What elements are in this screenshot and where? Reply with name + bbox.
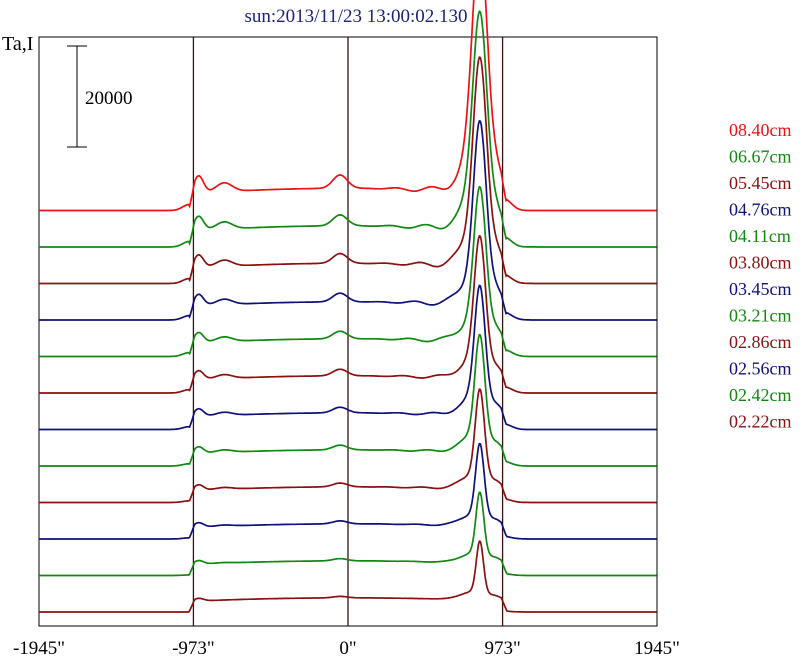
x-tick-label-4: 1945" xyxy=(634,638,680,659)
series-line-05.45cm xyxy=(39,56,657,285)
legend-item-0: 08.40cm xyxy=(729,120,792,140)
series-line-04.76cm xyxy=(39,119,657,321)
chart-title: sun:2013/11/23 13:00:02.130 xyxy=(244,6,467,27)
y-axis-label: Ta,I xyxy=(2,33,33,55)
x-tick-label-0: -1945" xyxy=(13,638,65,659)
legend-item-3: 04.76cm xyxy=(729,200,792,220)
legend-item-1: 06.67cm xyxy=(729,147,792,167)
series-line-02.86cm xyxy=(39,388,657,504)
legend-item-11: 02.22cm xyxy=(729,412,792,432)
series-lines xyxy=(39,0,657,613)
legend-item-6: 03.45cm xyxy=(729,279,792,299)
x-tick-label-2: 0" xyxy=(339,638,356,659)
legend-item-10: 02.42cm xyxy=(729,385,792,405)
scale-bar-label: 20000 xyxy=(85,88,133,109)
series-line-02.56cm xyxy=(39,442,657,540)
legend-item-5: 03.80cm xyxy=(729,253,792,273)
series-line-03.45cm xyxy=(39,284,657,431)
series-line-02.22cm xyxy=(39,540,657,613)
x-tick-label-3: 973" xyxy=(484,638,520,659)
legend: 08.40cm 06.67cm 05.45cm 04.76cm 04.11cm 03.80… xyxy=(729,120,792,432)
legend-item-9: 02.56cm xyxy=(729,359,792,379)
series-line-08.40cm xyxy=(39,0,657,212)
scale-bar: 20000 xyxy=(67,45,133,148)
series-line-03.80cm xyxy=(39,234,657,394)
series-line-06.67cm xyxy=(39,10,657,248)
series-line-03.21cm xyxy=(39,333,657,467)
legend-item-8: 02.86cm xyxy=(729,332,792,352)
series-line-02.42cm xyxy=(39,491,657,577)
x-tick-label-1: -973" xyxy=(172,638,215,659)
vertical-reference-lines xyxy=(192,37,504,626)
legend-item-2: 05.45cm xyxy=(729,173,792,193)
legend-item-4: 04.11cm xyxy=(729,226,791,246)
x-tick-labels: -1945" -973" 0" 973" 1945" xyxy=(13,638,680,659)
legend-item-7: 03.21cm xyxy=(729,306,792,326)
series-line-04.11cm xyxy=(39,185,657,358)
